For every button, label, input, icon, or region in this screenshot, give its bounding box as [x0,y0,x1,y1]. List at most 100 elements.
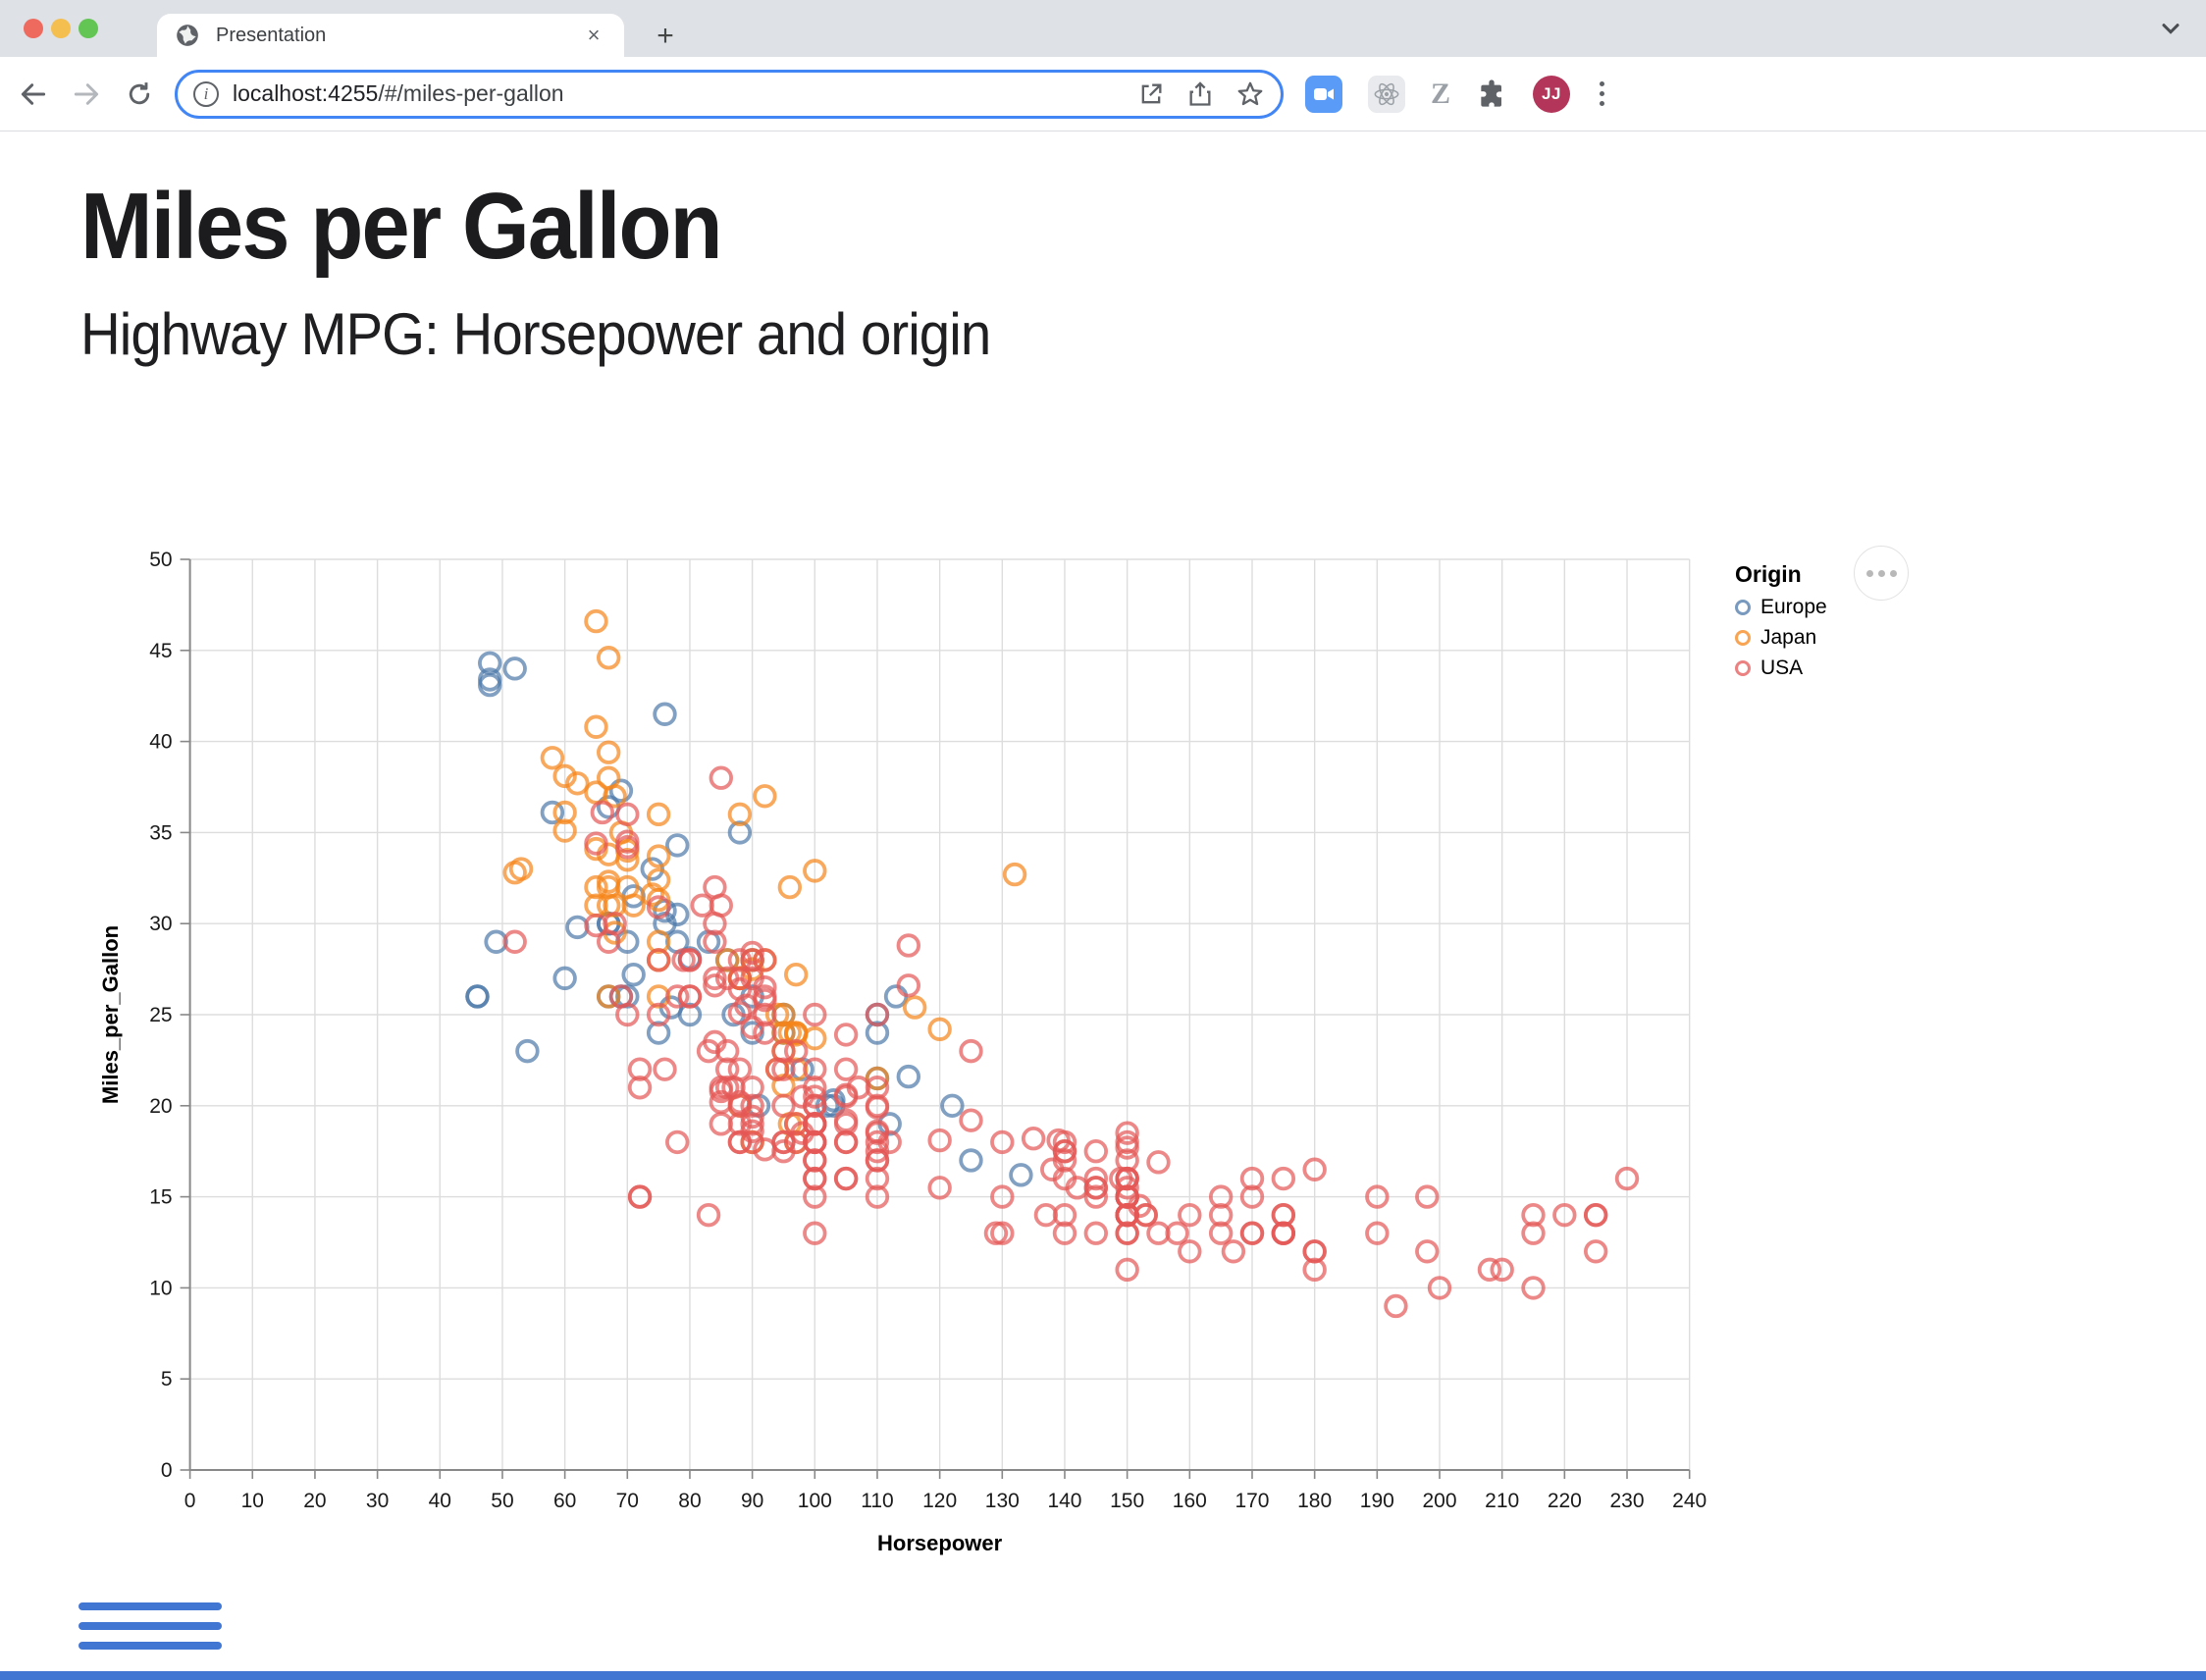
data-point-japan [565,771,590,796]
legend-item-japan[interactable]: Japan [1735,626,1827,650]
new-tab-button[interactable]: + [657,20,674,52]
extensions-row: Z JJ [1305,75,1618,113]
legend-label: Europe [1760,596,1827,618]
url-path: /#/miles-per-gallon [378,80,564,106]
window-close-button[interactable] [24,19,43,38]
data-point-usa [865,1148,890,1173]
y-tick-label: 0 [161,1459,173,1482]
data-point-usa [1083,1166,1109,1191]
data-point-usa [727,1089,753,1115]
data-point-japan [783,962,809,987]
data-point-usa [1271,1221,1296,1245]
z-extension-icon[interactable]: Z [1431,77,1451,110]
data-point-usa [727,948,753,972]
legend-symbol-icon [1735,660,1751,676]
data-point-usa [753,984,777,1009]
data-point-usa [727,1057,753,1081]
url-bar[interactable]: i localhost:4255/#/miles-per-gallon [175,69,1284,119]
data-point-usa [833,1057,859,1081]
presentation-progress-bar[interactable] [0,1671,2206,1680]
browser-toolbar: i localhost:4255/#/miles-per-gallon Z JJ [0,57,2206,131]
forward-button[interactable] [67,75,106,114]
data-point-usa [1477,1257,1502,1283]
data-point-usa [740,1093,764,1119]
data-point-usa [696,1202,721,1228]
y-tick-label: 35 [149,821,172,844]
data-point-usa [1521,1221,1546,1245]
legend-item-europe[interactable]: Europe [1735,596,1827,619]
data-point-usa [803,1166,827,1191]
profile-avatar[interactable]: JJ [1533,75,1571,113]
data-point-usa [1165,1221,1189,1245]
tab-search-chevron-icon[interactable] [2157,14,2184,41]
chart-actions-button[interactable] [1854,546,1909,601]
data-point-usa [1365,1221,1390,1245]
slide-menu-hamburger-icon[interactable] [79,1602,222,1650]
data-point-usa [1271,1166,1296,1191]
data-point-usa [714,966,740,991]
data-point-japan [927,1017,952,1042]
window-maximize-button[interactable] [79,19,98,38]
reload-button[interactable] [120,75,159,114]
data-point-usa [865,1002,890,1027]
page-subtitle: Highway MPG: Horsepower and origin [80,301,991,367]
data-point-japan [621,893,646,918]
x-tick-label: 0 [184,1490,196,1512]
data-point-usa [740,1129,764,1155]
x-tick-label: 20 [303,1490,326,1512]
data-point-europe [653,702,677,726]
window-minimize-button[interactable] [51,19,71,38]
tab-close-icon[interactable]: × [587,23,601,47]
react-devtools-icon[interactable] [1368,75,1405,113]
extensions-puzzle-icon[interactable] [1476,79,1507,110]
legend-item-usa[interactable]: USA [1735,656,1827,680]
data-point-usa [1239,1166,1265,1191]
data-point-japan [552,818,577,843]
data-point-japan [596,874,621,900]
x-tick-label: 110 [861,1490,893,1512]
data-point-usa [833,1082,859,1107]
browser-tab[interactable]: Presentation × [157,14,624,57]
back-button[interactable] [14,75,53,114]
zoom-extension-icon[interactable] [1305,75,1342,113]
data-point-usa [1271,1202,1296,1228]
data-point-usa [1415,1184,1440,1209]
data-point-usa [865,1166,890,1191]
x-tick-label: 180 [1297,1490,1332,1512]
data-point-japan [540,746,565,770]
data-point-usa [740,940,764,966]
open-in-new-icon[interactable] [1137,80,1165,108]
data-point-europe [1009,1163,1033,1187]
data-point-usa [983,1221,1009,1245]
data-point-usa [1208,1221,1234,1245]
url-text[interactable]: localhost:4255/#/miles-per-gallon [233,80,1116,107]
share-icon[interactable] [1186,80,1214,108]
x-tick-label: 220 [1548,1490,1582,1512]
data-point-usa [927,1128,952,1153]
data-point-usa [753,1002,777,1027]
data-point-usa [803,1002,827,1027]
data-point-europe [515,1038,540,1064]
y-tick-label: 15 [149,1186,172,1209]
data-point-europe [865,1021,890,1045]
data-point-usa [714,1057,740,1081]
data-point-usa [771,1093,796,1119]
bookmark-star-icon[interactable] [1235,79,1265,109]
data-point-japan [584,714,608,739]
legend-label: USA [1760,656,1804,679]
x-tick-label: 210 [1485,1490,1519,1512]
data-point-usa [703,929,727,954]
data-point-usa [690,893,714,918]
data-point-usa [1115,1135,1139,1160]
legend-title: Origin [1735,561,1802,587]
globe-favicon-icon [177,25,198,46]
data-point-europe [727,820,753,845]
data-point-europe [883,984,909,1009]
data-point-usa [1146,1150,1171,1175]
data-point-usa [1208,1202,1234,1228]
browser-menu-kebab-icon[interactable] [1596,78,1618,110]
y-tick-label: 25 [149,1004,172,1026]
site-info-icon[interactable]: i [193,80,219,107]
data-point-usa [1384,1293,1408,1319]
data-point-usa [703,973,727,998]
